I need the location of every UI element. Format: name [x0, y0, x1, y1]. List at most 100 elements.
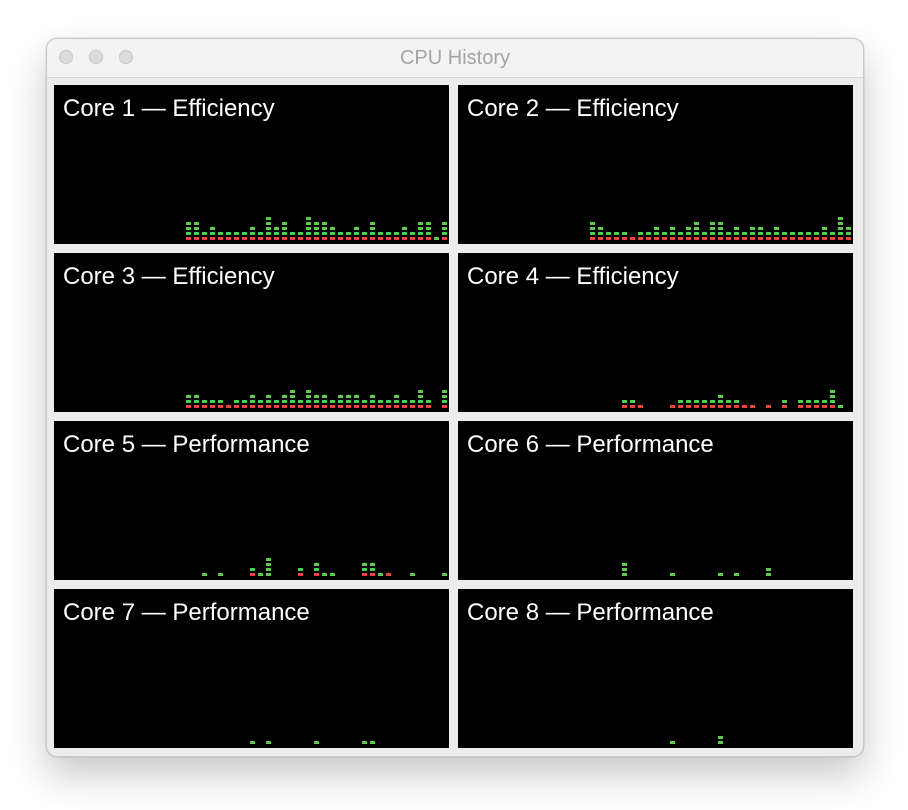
- user-load-dot: [298, 232, 303, 235]
- user-load-dot: [622, 568, 627, 571]
- user-load-dot: [186, 222, 191, 225]
- user-load-dot: [250, 232, 255, 235]
- user-load-dot: [766, 573, 771, 576]
- user-load-dot: [250, 400, 255, 403]
- user-load-dot: [354, 232, 359, 235]
- user-load-dot: [266, 227, 271, 230]
- system-load-dot: [726, 237, 731, 240]
- close-button[interactable]: [59, 50, 73, 64]
- user-load-dot: [710, 400, 715, 403]
- system-load-dot: [242, 405, 247, 408]
- system-load-dot: [354, 237, 359, 240]
- user-load-dot: [306, 222, 311, 225]
- user-load-dot: [194, 232, 199, 235]
- core-6-history-chart: [622, 563, 771, 576]
- user-load-dot: [814, 232, 819, 235]
- system-load-dot: [250, 573, 255, 576]
- system-load-dot: [630, 405, 635, 408]
- user-load-dot: [306, 217, 311, 220]
- user-load-dot: [426, 227, 431, 230]
- user-load-dot: [370, 395, 375, 398]
- user-load-dot: [442, 390, 447, 393]
- user-load-dot: [418, 222, 423, 225]
- user-load-dot: [362, 400, 367, 403]
- system-load-dot: [322, 405, 327, 408]
- system-load-dot: [274, 405, 279, 408]
- user-load-dot: [710, 232, 715, 235]
- user-load-dot: [266, 232, 271, 235]
- user-load-dot: [694, 227, 699, 230]
- user-load-dot: [370, 227, 375, 230]
- user-load-dot: [346, 395, 351, 398]
- user-load-dot: [306, 232, 311, 235]
- user-load-dot: [290, 232, 295, 235]
- user-load-dot: [362, 741, 367, 744]
- minimize-button[interactable]: [89, 50, 103, 64]
- system-load-dot: [774, 237, 779, 240]
- user-load-dot: [734, 400, 739, 403]
- user-load-dot: [694, 222, 699, 225]
- system-load-dot: [354, 405, 359, 408]
- zoom-button[interactable]: [119, 50, 133, 64]
- system-load-dot: [678, 237, 683, 240]
- user-load-dot: [282, 227, 287, 230]
- title-bar[interactable]: CPU History: [47, 39, 863, 78]
- user-load-dot: [322, 222, 327, 225]
- system-load-dot: [202, 237, 207, 240]
- user-load-dot: [210, 232, 215, 235]
- system-load-dot: [314, 405, 319, 408]
- core-grid: Core 1 — Efficiency Core 2 — Efficiency …: [54, 85, 856, 749]
- user-load-dot: [622, 400, 627, 403]
- core-panel-6: Core 6 — Performance: [458, 421, 853, 580]
- system-load-dot: [250, 405, 255, 408]
- system-load-dot: [742, 405, 747, 408]
- core-panel-8: Core 8 — Performance: [458, 589, 853, 748]
- user-load-dot: [218, 400, 223, 403]
- user-load-dot: [678, 232, 683, 235]
- system-load-dot: [806, 405, 811, 408]
- system-load-dot: [370, 237, 375, 240]
- user-load-dot: [838, 217, 843, 220]
- user-load-dot: [194, 227, 199, 230]
- user-load-dot: [354, 400, 359, 403]
- user-load-dot: [274, 227, 279, 230]
- user-load-dot: [362, 568, 367, 571]
- user-load-dot: [734, 232, 739, 235]
- system-load-dot: [782, 405, 787, 408]
- user-load-dot: [282, 222, 287, 225]
- system-load-dot: [694, 405, 699, 408]
- system-load-dot: [338, 405, 343, 408]
- system-load-dot: [250, 237, 255, 240]
- user-load-dot: [314, 563, 319, 566]
- user-load-dot: [370, 568, 375, 571]
- user-load-dot: [394, 400, 399, 403]
- user-load-dot: [282, 232, 287, 235]
- system-load-dot: [426, 405, 431, 408]
- system-load-dot: [226, 237, 231, 240]
- user-load-dot: [614, 232, 619, 235]
- system-load-dot: [638, 405, 643, 408]
- system-load-dot: [442, 237, 447, 240]
- user-load-dot: [314, 568, 319, 571]
- system-load-dot: [750, 237, 755, 240]
- user-load-dot: [434, 237, 439, 240]
- system-load-dot: [734, 405, 739, 408]
- user-load-dot: [322, 400, 327, 403]
- user-load-dot: [734, 227, 739, 230]
- user-load-dot: [242, 232, 247, 235]
- system-load-dot: [394, 405, 399, 408]
- system-load-dot: [822, 405, 827, 408]
- user-load-dot: [370, 222, 375, 225]
- system-load-dot: [298, 237, 303, 240]
- system-load-dot: [298, 405, 303, 408]
- user-load-dot: [678, 400, 683, 403]
- system-load-dot: [282, 405, 287, 408]
- system-load-dot: [662, 237, 667, 240]
- user-load-dot: [394, 232, 399, 235]
- user-load-dot: [670, 227, 675, 230]
- user-load-dot: [186, 400, 191, 403]
- system-load-dot: [798, 405, 803, 408]
- user-load-dot: [402, 232, 407, 235]
- system-load-dot: [306, 405, 311, 408]
- system-load-dot: [678, 405, 683, 408]
